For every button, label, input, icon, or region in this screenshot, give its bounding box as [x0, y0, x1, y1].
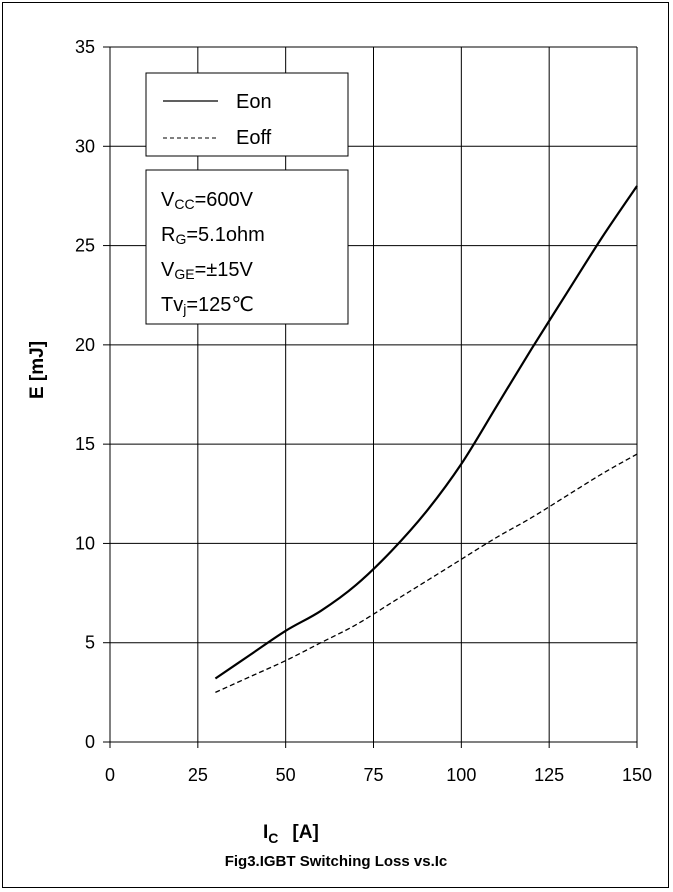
figure-caption: Fig3.IGBT Switching Loss vs.Ic: [225, 853, 448, 870]
conditions-box: VCC=600V RG=5.1ohm VGE=±15V Tvj=125℃: [145, 169, 349, 325]
series-lines: [214, 185, 638, 693]
x-tick-label-4: 100: [446, 765, 476, 785]
y-axis-label: E [mJ]: [27, 341, 48, 399]
x-tick-label-0: 0: [105, 765, 115, 785]
series-line-eoff: [215, 453, 638, 693]
y-tick-label-1: 5: [85, 633, 95, 653]
y-tick-label-3: 15: [75, 434, 95, 454]
legend-label-eon: Eon: [236, 91, 272, 113]
y-tick-label-7: 35: [75, 37, 95, 57]
x-tick-label-5: 125: [534, 765, 564, 785]
y-tick-label-5: 25: [75, 236, 95, 256]
x-tick-labels: 0 25 50 75 100 125 150: [105, 765, 652, 785]
x-tick-label-3: 75: [363, 765, 383, 785]
legend: Eon Eoff: [145, 72, 349, 157]
y-tick-labels: 0 5 10 15 20 25 30 35: [75, 37, 95, 752]
conditions-frame: [145, 169, 349, 325]
x-tick-label-1: 25: [188, 765, 208, 785]
condition-vge: VGE=±15V: [161, 259, 253, 282]
series-line-eon: [214, 185, 638, 680]
legend-label-eoff: Eoff: [236, 127, 272, 149]
y-tick-label-0: 0: [85, 732, 95, 752]
x-tick-label-6: 150: [622, 765, 652, 785]
y-tick-label-6: 30: [75, 136, 95, 156]
condition-vcc: VCC=600V: [161, 189, 254, 212]
condition-tvj: Tvj=125℃: [161, 294, 254, 317]
condition-rg: RG=5.1ohm: [161, 224, 265, 247]
y-tick-label-4: 20: [75, 335, 95, 355]
y-tick-label-2: 10: [75, 533, 95, 553]
legend-box: [145, 72, 349, 157]
x-tick-label-2: 50: [276, 765, 296, 785]
x-axis-label: IC [A]: [263, 822, 319, 846]
